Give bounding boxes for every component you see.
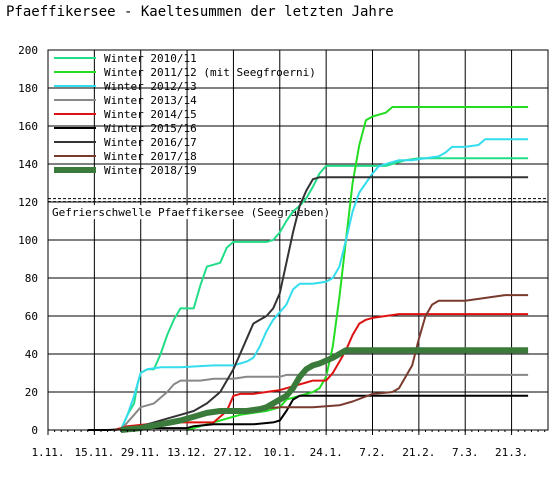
y-tick-label: 160 — [18, 120, 38, 133]
y-tick-label: 200 — [18, 44, 38, 57]
series-layer — [87, 106, 529, 433]
threshold-label-bg — [50, 205, 348, 220]
y-tick-label: 0 — [31, 424, 38, 437]
series-line-6 — [87, 394, 529, 431]
legend-label: Winter 2013/14 — [104, 94, 197, 107]
y-tick-label: 40 — [25, 348, 38, 361]
x-tick-label: 21.3. — [495, 446, 528, 459]
chart-title: Pfaeffikersee - Kaeltesummen der letzten… — [6, 4, 394, 20]
series-line-4 — [120, 373, 529, 431]
threshold-label: Gefrierschwelle Pfaeffikersee (Seegraebe… — [52, 206, 330, 219]
x-tick-label: 1.11. — [31, 446, 64, 459]
x-tick-label: 24.1. — [310, 446, 343, 459]
x-tick-label: 15.11. — [74, 446, 114, 459]
legend-label: Winter 2017/18 — [104, 150, 197, 163]
y-tick-label: 60 — [25, 310, 38, 323]
x-tick-label: 13.12. — [167, 446, 207, 459]
x-tick-label: 7.2. — [359, 446, 386, 459]
legend-label: Winter 2014/15 — [104, 108, 197, 121]
plot-frame — [47, 49, 549, 431]
y-tick-label: 80 — [25, 272, 38, 285]
y-tick-label: 20 — [25, 386, 38, 399]
y-tick-label: 100 — [18, 234, 38, 247]
legend-label: Winter 2012/13 — [104, 80, 197, 93]
x-tick-label: 10.1. — [263, 446, 296, 459]
x-tick-label: 29.11. — [121, 446, 161, 459]
x-tick-label: 21.2. — [402, 446, 435, 459]
y-tick-label: 140 — [18, 158, 38, 171]
legend-label: Winter 2016/17 — [104, 136, 197, 149]
threshold: Gefrierschwelle Pfaeffikersee (Seegraebe… — [48, 198, 548, 220]
y-tick-label: 120 — [18, 196, 38, 209]
x-tick-label: 7.3. — [452, 446, 479, 459]
series-line-9 — [120, 347, 529, 433]
series-line-7 — [120, 176, 529, 431]
axes: 0 20 40 60 80 100 120 140 160 180 200 1.11. 15.11. 29… — [18, 44, 549, 459]
legend-label: Winter 2010/11 — [104, 52, 197, 65]
series-line-5 — [113, 313, 529, 431]
x-tick-label: 27.12. — [214, 446, 254, 459]
legend-label: Winter 2011/12 (mit Seegfroerni) — [104, 66, 316, 79]
legend-label: Winter 2018/19 — [104, 164, 197, 177]
legend-label: Winter 2015/16 — [104, 122, 197, 135]
series-line-2 — [186, 106, 529, 431]
series-line-3 — [119, 138, 529, 431]
y-tick-label: 180 — [18, 82, 38, 95]
